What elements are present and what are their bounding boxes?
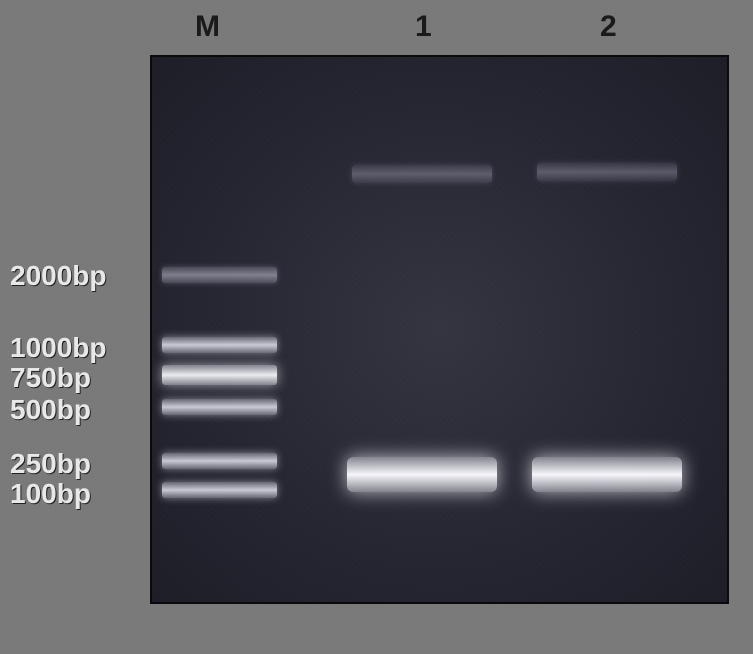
- ladder-band-250bp: [162, 453, 277, 469]
- lane-label-2: 2: [600, 10, 617, 44]
- size-label-500bp: 500bp: [10, 394, 91, 426]
- size-label-250bp: 250bp: [10, 448, 91, 480]
- gel-box: [150, 55, 729, 604]
- lane1-band-well-upper: [352, 165, 492, 183]
- ladder-band-1000bp: [162, 337, 277, 353]
- gel-noise-overlay: [152, 57, 727, 602]
- size-label-100bp: 100bp: [10, 478, 91, 510]
- size-label-2000bp: 2000bp: [10, 260, 107, 292]
- size-label-1000bp: 1000bp: [10, 332, 107, 364]
- lane-label-m: M: [195, 10, 220, 44]
- lane2-band-product: [532, 457, 682, 492]
- lane2-band-well-upper: [537, 163, 677, 181]
- size-label-750bp: 750bp: [10, 362, 91, 394]
- figure-container: M 1 2 2000bp 1000bp 750bp 500bp 250bp 10…: [0, 0, 753, 654]
- gel-image: [152, 57, 727, 602]
- ladder-band-2000bp: [162, 267, 277, 283]
- ladder-band-750bp: [162, 365, 277, 385]
- ladder-band-500bp: [162, 399, 277, 415]
- lane1-band-product: [347, 457, 497, 492]
- lane-label-1: 1: [415, 10, 432, 44]
- ladder-band-100bp: [162, 482, 277, 498]
